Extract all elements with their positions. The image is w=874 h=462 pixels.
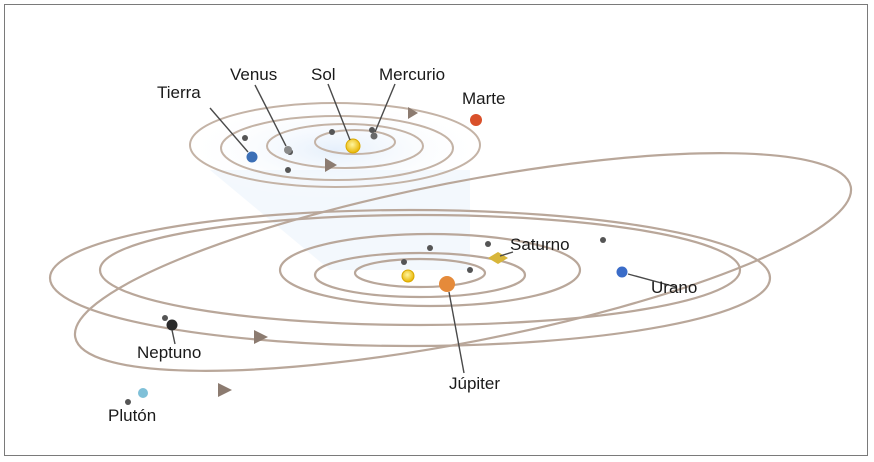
label-neptuno: Neptuno [137, 343, 201, 362]
orbit-tierra [220, 115, 454, 181]
orbit-arrow [325, 158, 337, 172]
orbit-arrows [218, 107, 418, 397]
sun-icon [345, 138, 361, 154]
pointer-jupiter [448, 291, 465, 374]
sun-small-icon [401, 269, 415, 283]
outer-orbits [48, 152, 853, 372]
tierra-planet [246, 151, 258, 163]
label-saturno: Saturno [510, 235, 570, 254]
orbit-pluton [73, 152, 853, 372]
orbit-inner-ring-1 [353, 257, 487, 289]
orbit-arrow [408, 107, 418, 119]
label-venus: Venus [230, 65, 277, 84]
pointer-urano [627, 273, 677, 288]
orbit-mercurio [314, 129, 396, 155]
orbit-urano [98, 213, 742, 327]
pointer-venus [254, 84, 287, 147]
planet-labels: Tierra Venus Sol Mercurio Marte Saturno … [108, 65, 697, 425]
orbit-jupiter [313, 251, 527, 299]
orbit-arrow [254, 330, 268, 344]
pointer-saturno [499, 251, 514, 257]
pluton-planet [138, 388, 148, 398]
orbit-neptuno [48, 208, 772, 348]
marte-planet [470, 114, 482, 126]
urano-planet [616, 266, 628, 278]
pointer-tierra [209, 107, 249, 153]
label-urano: Urano [651, 278, 697, 297]
venus-planet [284, 146, 292, 154]
orbit-venus [266, 123, 424, 169]
orbit-arrow [218, 383, 232, 397]
label-marte: Marte [462, 89, 505, 108]
orbit-markers [125, 127, 606, 405]
label-jupiter: Júpiter [449, 374, 500, 393]
label-sol: Sol [311, 65, 336, 84]
label-mercurio: Mercurio [379, 65, 445, 84]
pointer-neptuno [171, 329, 176, 345]
neptuno-planet [166, 319, 178, 331]
label-tierra: Tierra [157, 83, 201, 102]
orbit-saturno [278, 232, 582, 308]
pointer-mercurio [374, 83, 396, 133]
mercurio-planet [370, 132, 378, 140]
label-pluton: Plutón [108, 406, 156, 425]
pointer-lines [171, 83, 677, 374]
jupiter-planet [439, 276, 455, 292]
pointer-sol [327, 83, 351, 141]
